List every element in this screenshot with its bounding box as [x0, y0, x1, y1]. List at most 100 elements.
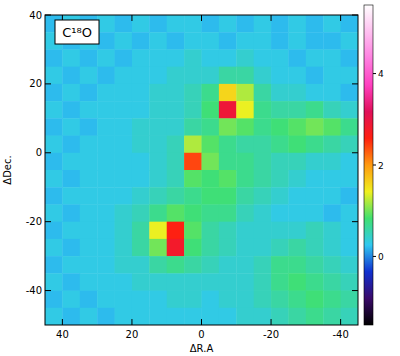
- y-tick-right: [352, 83, 358, 84]
- cell: [45, 84, 63, 102]
- cell: [341, 273, 358, 291]
- cell: [306, 187, 324, 205]
- cell: [323, 170, 341, 188]
- cell: [341, 101, 358, 119]
- cell: [80, 187, 98, 205]
- cell: [219, 136, 237, 154]
- cell: [202, 222, 220, 240]
- cell: [271, 187, 289, 205]
- cell: [132, 136, 150, 154]
- cell: [323, 101, 341, 119]
- cell: [271, 136, 289, 154]
- cell: [271, 291, 289, 309]
- cell: [97, 49, 115, 67]
- cell: [236, 291, 254, 309]
- cell: [323, 308, 341, 325]
- cell: [271, 32, 289, 50]
- cell: [341, 84, 358, 102]
- cell: [219, 170, 237, 188]
- cell: [306, 118, 324, 136]
- cell: [62, 170, 80, 188]
- cell: [306, 308, 324, 325]
- cell: [236, 118, 254, 136]
- cell: [219, 187, 237, 205]
- cell: [184, 101, 202, 119]
- cell: [184, 84, 202, 102]
- cell: [132, 170, 150, 188]
- cell: [97, 222, 115, 240]
- cell: [288, 136, 306, 154]
- cell: [62, 204, 80, 222]
- colorbar: [364, 5, 373, 325]
- frame: [45, 15, 358, 325]
- cell: [323, 67, 341, 85]
- cell: [184, 32, 202, 50]
- cell: [45, 222, 63, 240]
- cell: [288, 239, 306, 257]
- cell: [254, 170, 272, 188]
- cell: [62, 67, 80, 85]
- cell: [288, 204, 306, 222]
- cell: [219, 204, 237, 222]
- cell: [219, 291, 237, 309]
- cell: [149, 170, 167, 188]
- cell: [97, 84, 115, 102]
- cell: [62, 84, 80, 102]
- cell: [167, 84, 185, 102]
- cell: [115, 153, 133, 171]
- colorbar-tick: [373, 256, 376, 257]
- cell: [149, 187, 167, 205]
- cell: [115, 273, 133, 291]
- cell: [132, 15, 150, 33]
- cell: [97, 101, 115, 119]
- y-tick-right: [352, 290, 358, 291]
- cell: [236, 239, 254, 257]
- y-tick-right: [352, 152, 358, 153]
- cell: [167, 67, 185, 85]
- cell: [167, 101, 185, 119]
- cell: [254, 136, 272, 154]
- cell: [184, 118, 202, 136]
- cell: [115, 170, 133, 188]
- cell: [271, 15, 289, 33]
- cell: [236, 222, 254, 240]
- cell: [132, 67, 150, 85]
- cell: [288, 153, 306, 171]
- cell: [254, 273, 272, 291]
- cell: [323, 256, 341, 274]
- colorbar-tick-label: 0: [378, 252, 384, 262]
- cell: [306, 84, 324, 102]
- cell: [306, 204, 324, 222]
- cell: [80, 49, 98, 67]
- cell: [271, 67, 289, 85]
- cell: [184, 291, 202, 309]
- cell: [219, 84, 237, 102]
- cell: [219, 308, 237, 325]
- cell: [45, 136, 63, 154]
- cell: [167, 187, 185, 205]
- cell: [323, 273, 341, 291]
- cell: [45, 308, 63, 325]
- cell: [115, 187, 133, 205]
- x-tick-label: -40: [332, 329, 348, 340]
- cell: [341, 15, 358, 33]
- y-tick: [45, 83, 51, 84]
- y-axis-label: ΔDec.: [2, 155, 13, 184]
- cell: [115, 239, 133, 257]
- cell: [167, 49, 185, 67]
- cell: [323, 187, 341, 205]
- cell: [132, 153, 150, 171]
- cell: [288, 273, 306, 291]
- cell: [132, 118, 150, 136]
- cell: [45, 239, 63, 257]
- cell: [341, 308, 358, 325]
- cell: [149, 153, 167, 171]
- cell: [149, 15, 167, 33]
- cell: [184, 239, 202, 257]
- cell: [132, 32, 150, 50]
- cell: [341, 170, 358, 188]
- cell: [271, 308, 289, 325]
- cell: [80, 222, 98, 240]
- cell: [202, 170, 220, 188]
- cell: [219, 222, 237, 240]
